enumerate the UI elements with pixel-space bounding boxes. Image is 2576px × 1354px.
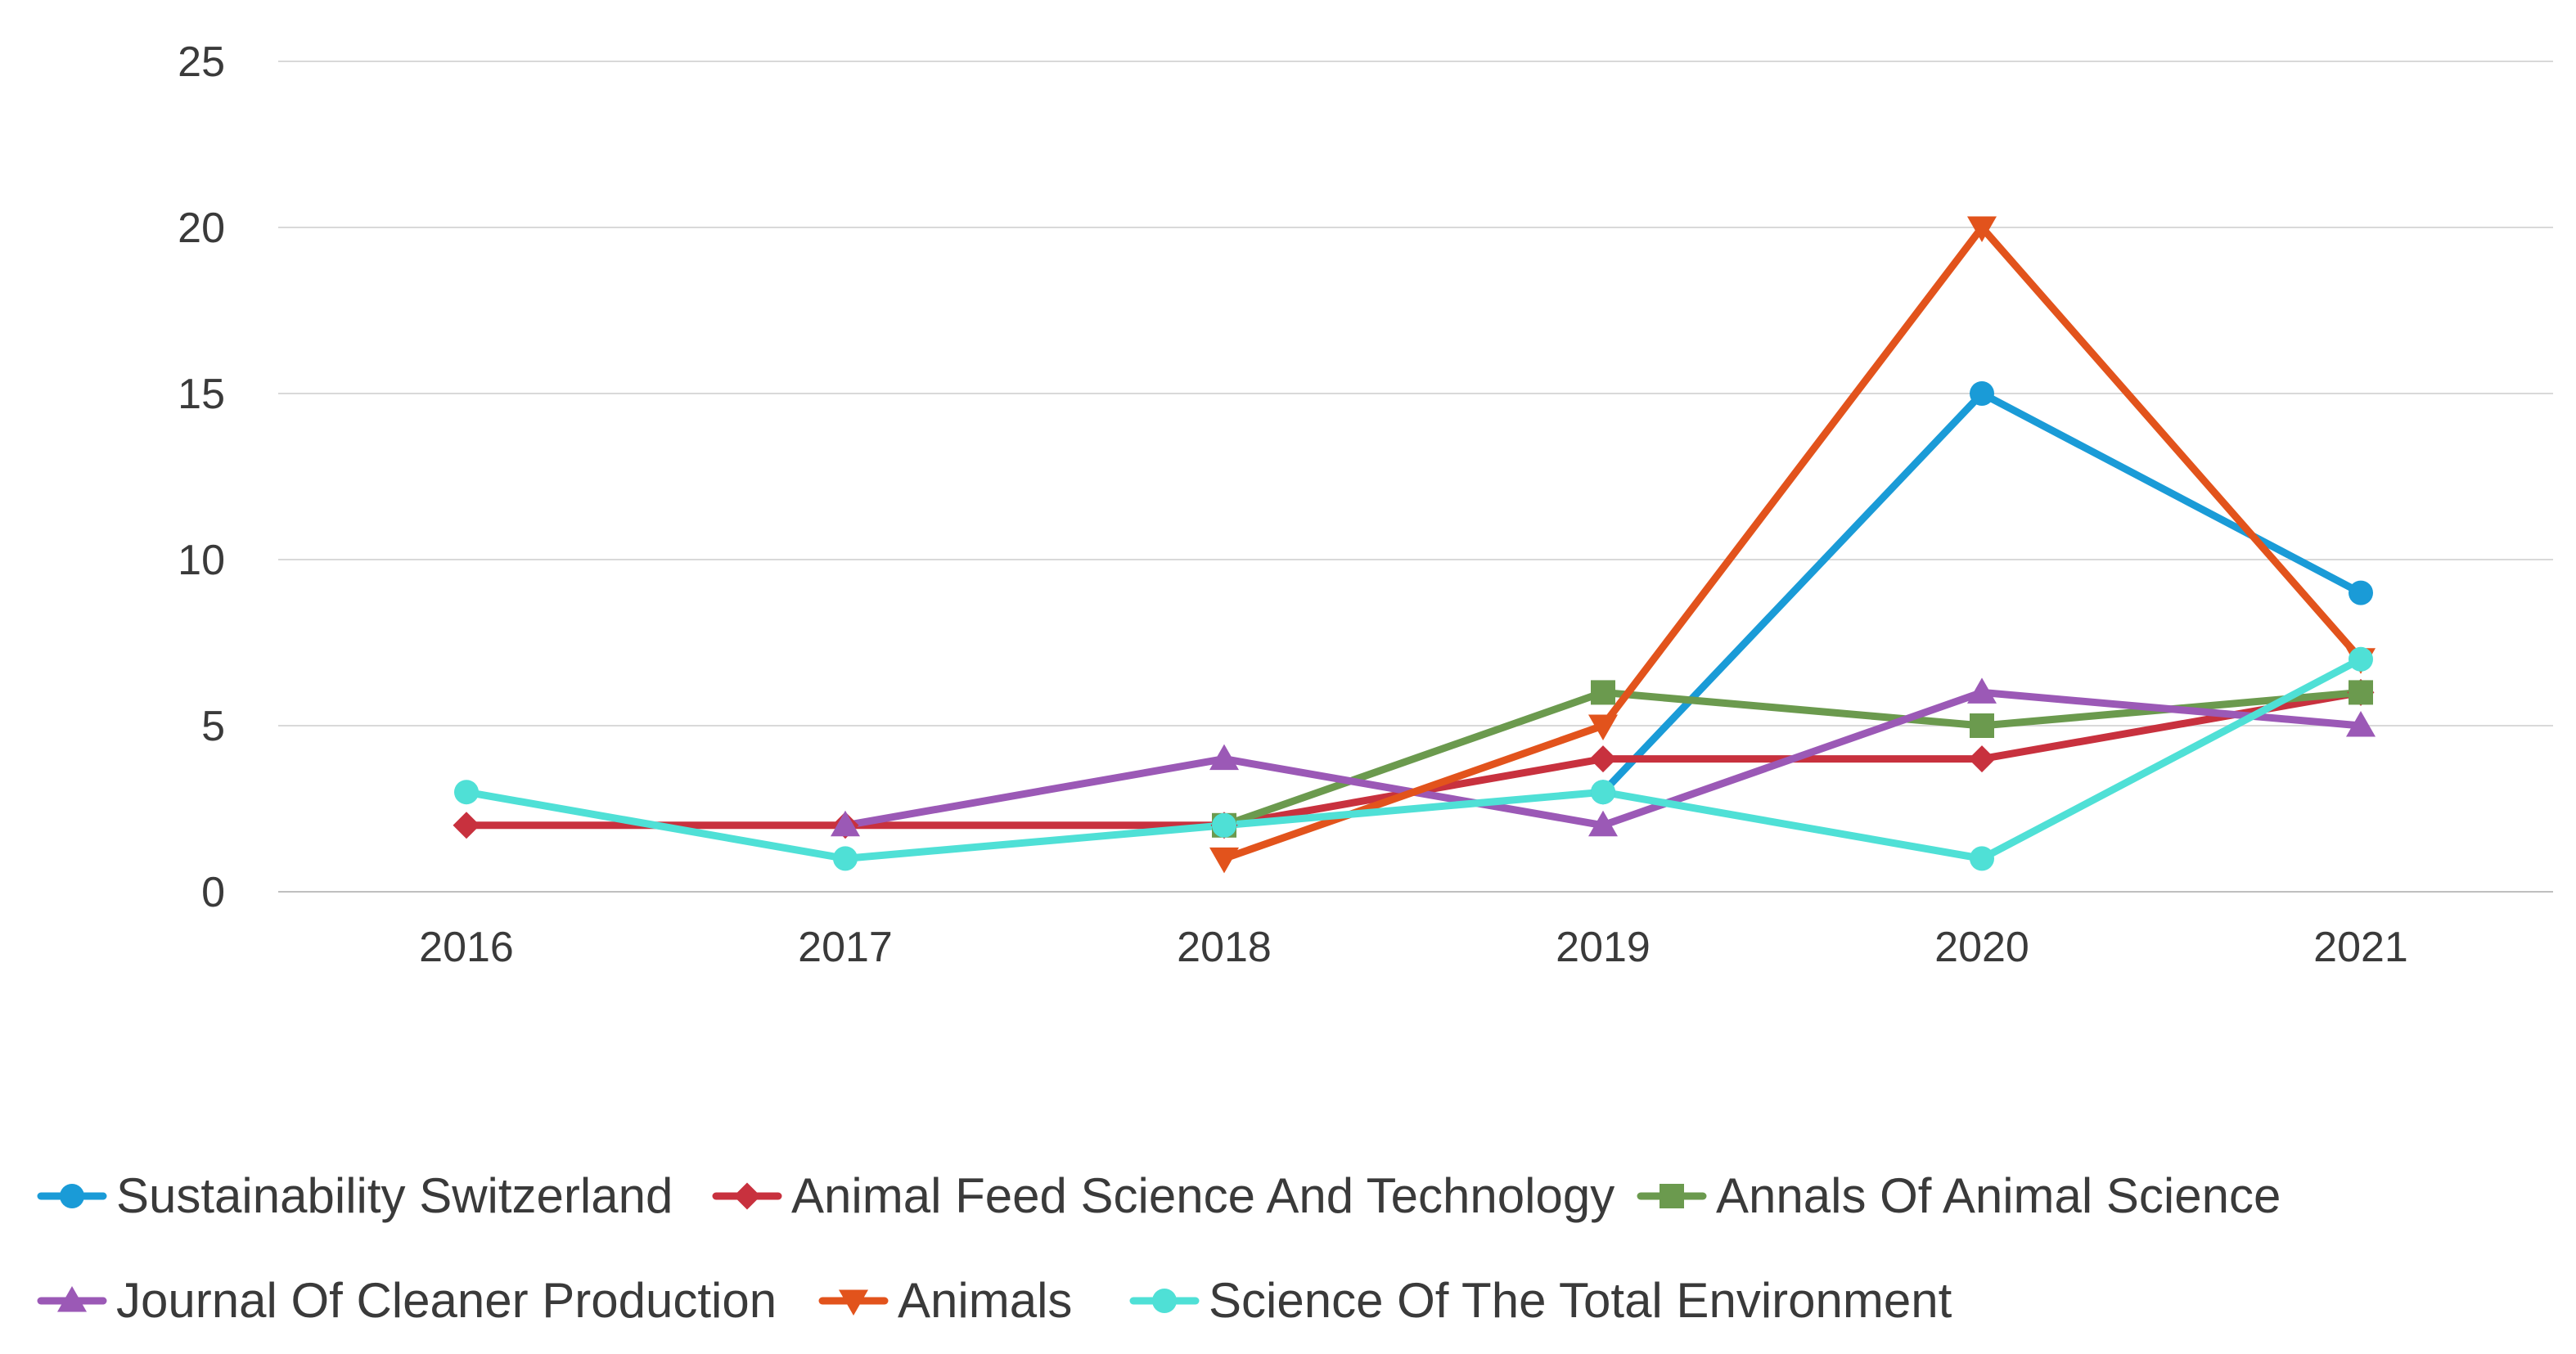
y-tick-label: 15	[178, 371, 225, 418]
legend-swatch-marker	[1660, 1184, 1684, 1208]
legend-item-annals-of-animal-science[interactable]: Annals Of Animal Science	[1637, 1168, 2281, 1223]
y-tick-label: 25	[178, 38, 225, 86]
y-axis-ticks: 0 5 10 15 20 25	[178, 38, 225, 916]
legend-label: Science Of The Total Environment	[1209, 1273, 1952, 1328]
legend-label: Annals Of Animal Science	[1716, 1168, 2281, 1223]
gridlines	[278, 61, 2553, 893]
legend-item-science-of-the-total-environment[interactable]: Science Of The Total Environment	[1129, 1273, 1952, 1328]
y-tick-label: 0	[201, 869, 225, 916]
data-point-journal-of-cleaner-production-2017	[831, 810, 860, 837]
data-point-science-of-the-total-environment-2017	[833, 846, 858, 871]
data-point-annals-of-animal-science-2019	[1591, 680, 1615, 705]
legend-swatch-marker	[1152, 1289, 1177, 1313]
data-point-animals-2018	[1209, 847, 1239, 874]
series-line-animals	[1220, 223, 2365, 862]
legend-swatch-marker	[839, 1289, 868, 1316]
series-line-science-of-the-total-environment	[462, 655, 2365, 862]
y-tick-label: 20	[178, 205, 225, 252]
data-point-science-of-the-total-environment-2020	[1970, 846, 1994, 871]
x-axis-ticks: 2016 2017 2018 2019 2020 2021	[419, 924, 2408, 971]
legend-label: Animals	[898, 1273, 1072, 1328]
series-lines	[462, 223, 2365, 862]
y-tick-label: 5	[201, 703, 225, 750]
legend: Sustainability Switzerland Animal Feed Sc…	[37, 1168, 2281, 1328]
data-point-sustainability-switzerland-2021	[2349, 580, 2373, 605]
legend-item-animal-feed-science-and-technology[interactable]: Animal Feed Science And Technology	[712, 1168, 1615, 1223]
data-point-animals-2019	[1588, 714, 1618, 740]
data-point-science-of-the-total-environment-2016	[454, 780, 479, 805]
y-tick-label: 10	[178, 537, 225, 584]
series-markers	[453, 216, 2376, 874]
data-point-science-of-the-total-environment-2019	[1591, 780, 1615, 805]
data-point-sustainability-switzerland-2020	[1970, 381, 1994, 406]
data-point-animal-feed-science-and-technology-2020	[1968, 745, 1996, 773]
legend-swatch-marker	[57, 1286, 87, 1312]
x-tick-label: 2017	[798, 924, 893, 971]
legend-label: Animal Feed Science And Technology	[791, 1168, 1615, 1223]
data-point-journal-of-cleaner-production-2020	[1967, 677, 1997, 704]
legend-label: Journal Of Cleaner Production	[116, 1273, 777, 1328]
data-point-animal-feed-science-and-technology-2016	[453, 812, 480, 839]
x-tick-label: 2019	[1556, 924, 1651, 971]
data-point-science-of-the-total-environment-2018	[1212, 812, 1236, 838]
x-tick-label: 2016	[419, 924, 514, 971]
data-point-annals-of-animal-science-2021	[2349, 680, 2373, 705]
data-point-journal-of-cleaner-production-2018	[1209, 744, 1239, 771]
x-tick-label: 2020	[1934, 924, 2029, 971]
x-tick-label: 2018	[1177, 924, 1272, 971]
legend-swatch-marker	[733, 1182, 761, 1210]
data-point-animal-feed-science-and-technology-2019	[1589, 745, 1617, 773]
legend-item-animals[interactable]: Animals	[818, 1273, 1072, 1328]
data-point-science-of-the-total-environment-2021	[2349, 646, 2373, 672]
legend-item-sustainability-switzerland[interactable]: Sustainability Switzerland	[37, 1168, 673, 1223]
data-point-animals-2020	[1967, 216, 1997, 242]
legend-item-journal-of-cleaner-production[interactable]: Journal Of Cleaner Production	[37, 1273, 777, 1328]
x-tick-label: 2021	[2313, 924, 2408, 971]
data-point-annals-of-animal-science-2020	[1970, 713, 1994, 738]
data-point-journal-of-cleaner-production-2021	[2346, 711, 2376, 737]
data-point-journal-of-cleaner-production-2019	[1588, 810, 1618, 837]
legend-label: Sustainability Switzerland	[116, 1168, 673, 1223]
legend-swatch-marker	[60, 1184, 84, 1208]
